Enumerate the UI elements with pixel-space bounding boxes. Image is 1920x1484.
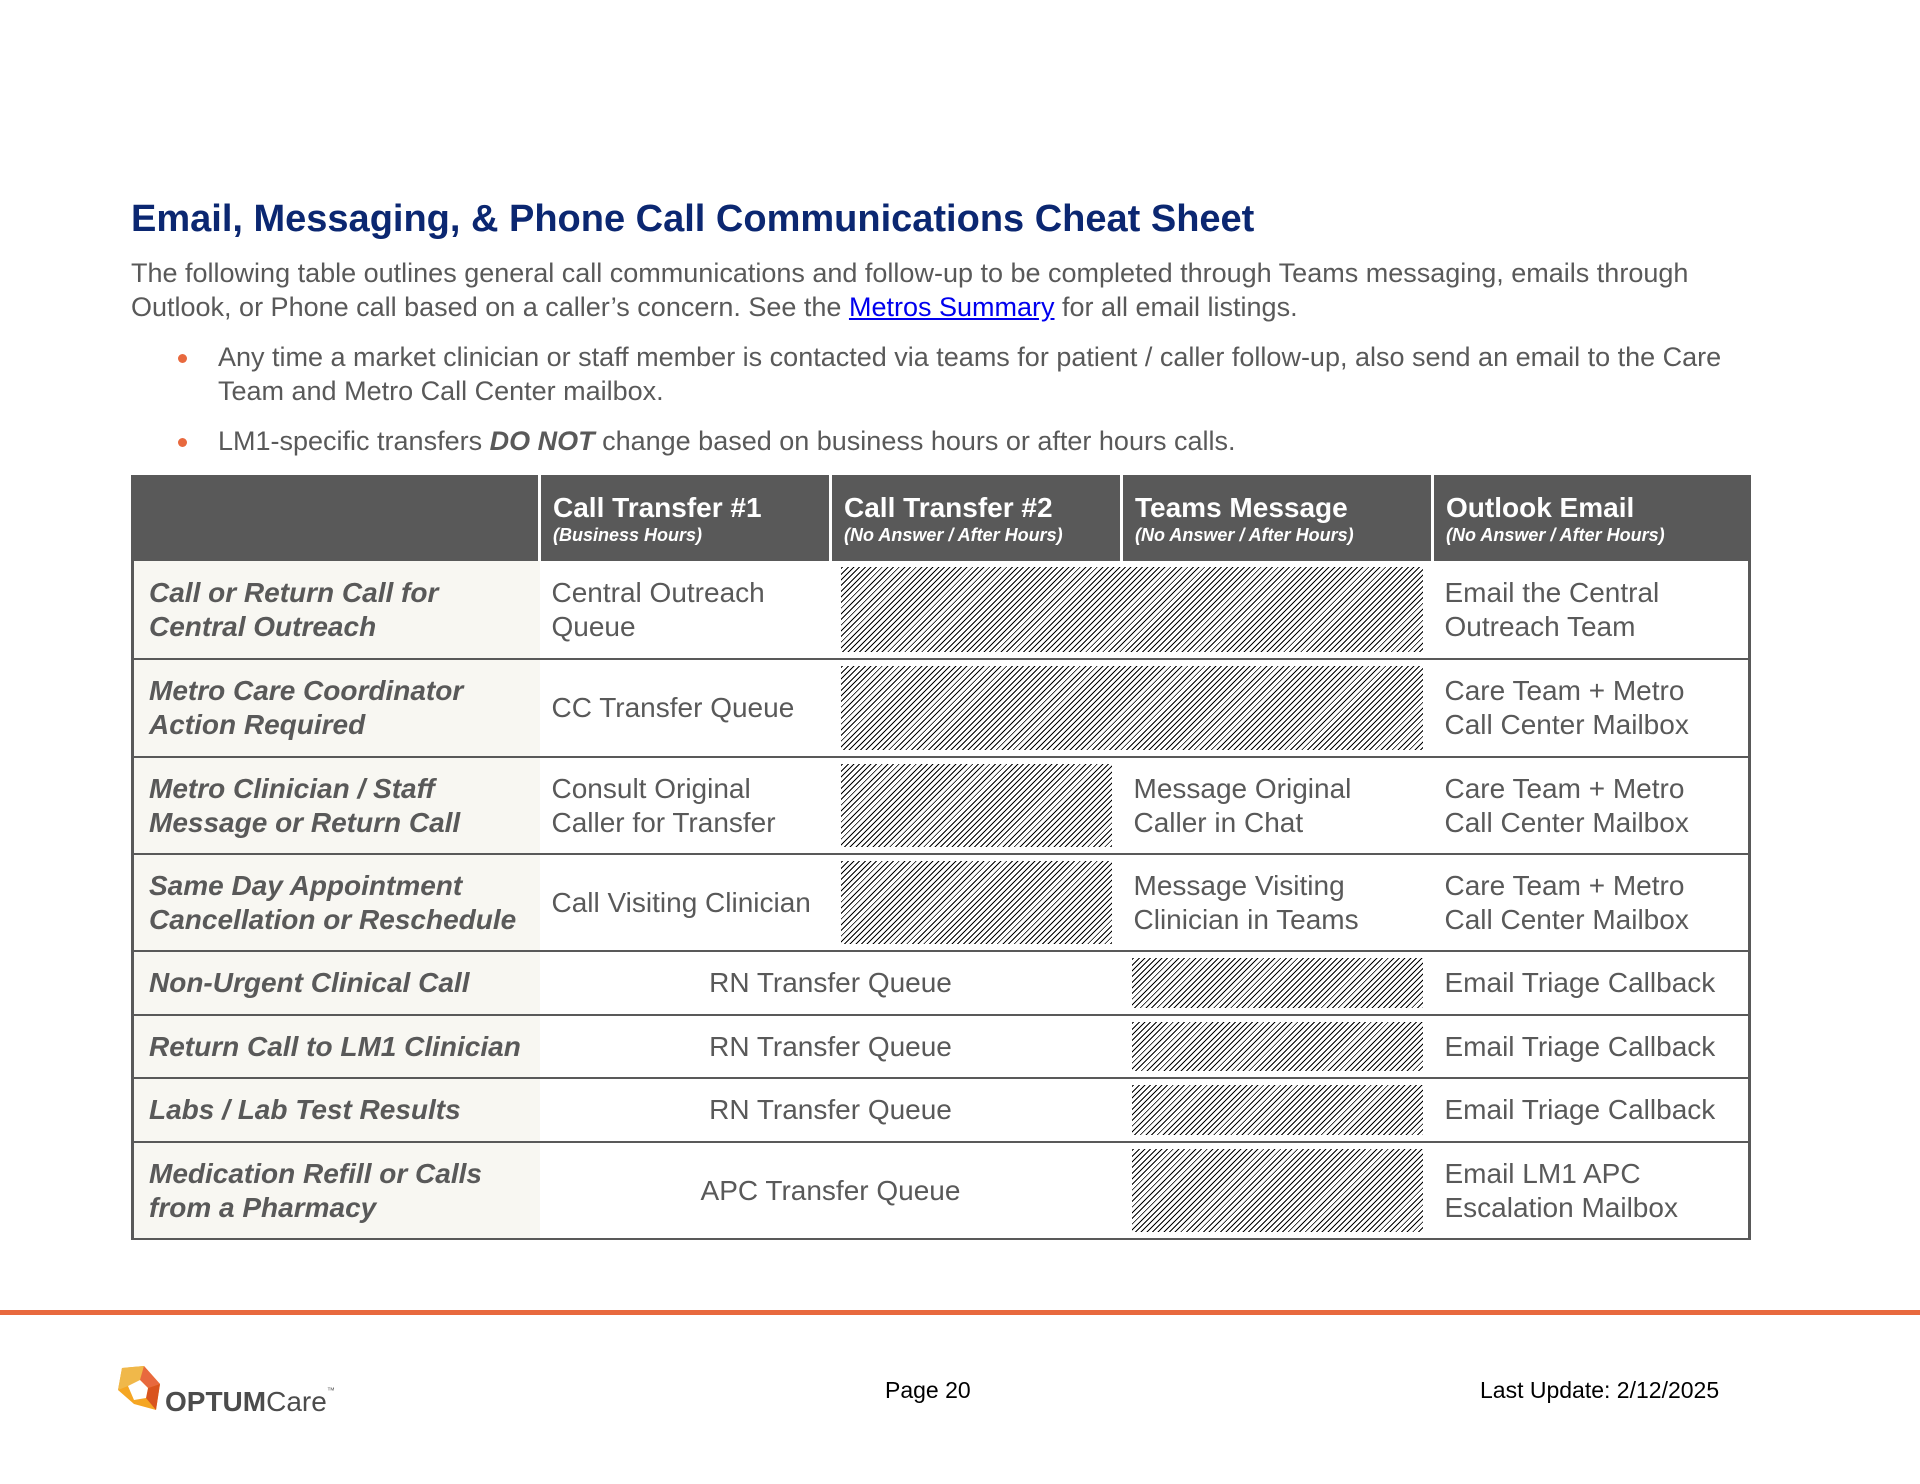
metros-summary-link[interactable]: Metros Summary <box>848 292 1055 322</box>
not-applicable-hatched-cell <box>830 561 1433 660</box>
outlook-email-cell: Email Triage Callback <box>1432 1078 1751 1143</box>
bullet-dot-icon <box>178 438 187 447</box>
header-call-transfer-2: Call Transfer #2 (No Answer / After Hours… <box>829 475 1123 561</box>
not-applicable-hatched-cell <box>1121 1078 1433 1143</box>
not-applicable-hatched-cell <box>830 757 1122 855</box>
table-row: Call or Return Call for Central Outreach… <box>131 561 1751 660</box>
call-transfer-cell: RN Transfer Queue <box>539 951 1122 1016</box>
header-subtitle: (No Answer / After Hours) <box>844 525 1063 545</box>
not-applicable-hatched-cell <box>1121 951 1433 1016</box>
header-cell-blank <box>131 475 541 561</box>
row-label: Same Day Appointment Cancellation or Res… <box>131 854 540 952</box>
bullet-text: Any time a market clinician or staff mem… <box>218 342 1722 406</box>
header-teams-message: Teams Message (No Answer / After Hours) <box>1120 475 1434 561</box>
table-row: Metro Care Coordinator Action Required C… <box>131 659 1751 758</box>
logo-trademark: ™ <box>326 1386 335 1395</box>
row-label: Medication Refill or Calls from a Pharma… <box>131 1142 540 1240</box>
outlook-email-cell: Email Triage Callback <box>1432 1015 1751 1079</box>
row-label: Call or Return Call for Central Outreach <box>131 561 540 660</box>
bullet-list: Any time a market clinician or staff mem… <box>131 340 1791 474</box>
not-applicable-hatched-cell <box>830 659 1433 758</box>
table-header-row: Call Transfer #1 (Business Hours) Call Tr… <box>131 475 1751 561</box>
teams-message-cell: Message Original Caller in Chat <box>1121 757 1433 855</box>
header-subtitle: (No Answer / After Hours) <box>1446 525 1665 545</box>
table-row: Same Day Appointment Cancellation or Res… <box>131 854 1751 952</box>
footer-divider <box>0 1310 1920 1315</box>
outlook-email-cell: Email Triage Callback <box>1432 951 1751 1016</box>
teams-message-cell: Message Visiting Clinician in Teams <box>1121 854 1433 952</box>
logo-wordmark-light: Care <box>266 1386 327 1417</box>
row-label: Labs / Lab Test Results <box>131 1078 540 1143</box>
call-transfer-1-cell: CC Transfer Queue <box>539 659 831 758</box>
intro-text: The following table outlines general cal… <box>131 258 1689 322</box>
table-row: Return Call to LM1 Clinician RN Transfer… <box>131 1015 1751 1079</box>
call-transfer-cell: RN Transfer Queue <box>539 1015 1122 1079</box>
header-title: Outlook Email <box>1446 492 1635 523</box>
intro-paragraph: The following table outlines general cal… <box>131 256 1791 324</box>
header-subtitle: (No Answer / After Hours) <box>1135 525 1354 545</box>
outlook-email-cell: Email LM1 APC Escalation Mailbox <box>1432 1142 1751 1240</box>
row-label: Return Call to LM1 Clinician <box>131 1015 540 1079</box>
outlook-email-cell: Care Team + Metro Call Center Mailbox <box>1432 757 1751 855</box>
optum-logo-icon <box>118 1366 160 1410</box>
bullet-item: Any time a market clinician or staff mem… <box>131 340 1791 408</box>
table-row: Labs / Lab Test Results RN Transfer Queu… <box>131 1078 1751 1143</box>
logo-wordmark-bold: OPTUM <box>165 1386 267 1417</box>
call-transfer-cell: APC Transfer Queue <box>539 1142 1122 1240</box>
last-update-date: Last Update: 2/12/2025 <box>1480 1377 1720 1403</box>
call-transfer-1-cell: Central Outreach Queue <box>539 561 831 660</box>
header-title: Call Transfer #1 <box>553 492 762 523</box>
outlook-email-cell: Email the Central Outreach Team <box>1432 561 1751 660</box>
bullet-dot-icon <box>178 354 187 363</box>
bullet-emphasis: DO NOT <box>489 426 595 456</box>
page-title: Email, Messaging, & Phone Call Communica… <box>131 198 1255 240</box>
table-row: Medication Refill or Calls from a Pharma… <box>131 1142 1751 1240</box>
header-title: Call Transfer #2 <box>844 492 1053 523</box>
row-label: Non-Urgent Clinical Call <box>131 951 540 1016</box>
header-outlook-email: Outlook Email (No Answer / After Hours) <box>1431 475 1751 561</box>
header-subtitle: (Business Hours) <box>553 525 703 545</box>
table-row: Non-Urgent Clinical Call RN Transfer Que… <box>131 951 1751 1016</box>
not-applicable-hatched-cell <box>1121 1142 1433 1240</box>
bullet-item: LM1-specific transfers DO NOT change bas… <box>131 424 1791 458</box>
optum-care-logo: OPTUMCare™ <box>116 1364 366 1420</box>
not-applicable-hatched-cell <box>830 854 1122 952</box>
outlook-email-cell: Care Team + Metro Call Center Mailbox <box>1432 854 1751 952</box>
logo-wordmark: OPTUMCare™ <box>165 1386 335 1418</box>
page-number: Page 20 <box>885 1377 971 1403</box>
outlook-email-cell: Care Team + Metro Call Center Mailbox <box>1432 659 1751 758</box>
table-row: Metro Clinician / Staff Message or Retur… <box>131 757 1751 855</box>
call-transfer-1-cell: Consult Original Caller for Transfer <box>539 757 831 855</box>
cheat-sheet-table: Call Transfer #1 (Business Hours) Call Tr… <box>131 475 1751 1240</box>
bullet-text: LM1-specific transfers <box>218 426 490 456</box>
call-transfer-1-cell: Call Visiting Clinician <box>539 854 831 952</box>
bullet-text-end: change based on business hours or after … <box>594 426 1236 456</box>
call-transfer-cell: RN Transfer Queue <box>539 1078 1122 1143</box>
header-call-transfer-1: Call Transfer #1 (Business Hours) <box>538 475 832 561</box>
intro-text-end: for all email listings. <box>1054 292 1298 322</box>
header-title: Teams Message <box>1135 492 1348 523</box>
not-applicable-hatched-cell <box>1121 1015 1433 1079</box>
row-label: Metro Care Coordinator Action Required <box>131 659 540 758</box>
row-label: Metro Clinician / Staff Message or Retur… <box>131 757 540 855</box>
